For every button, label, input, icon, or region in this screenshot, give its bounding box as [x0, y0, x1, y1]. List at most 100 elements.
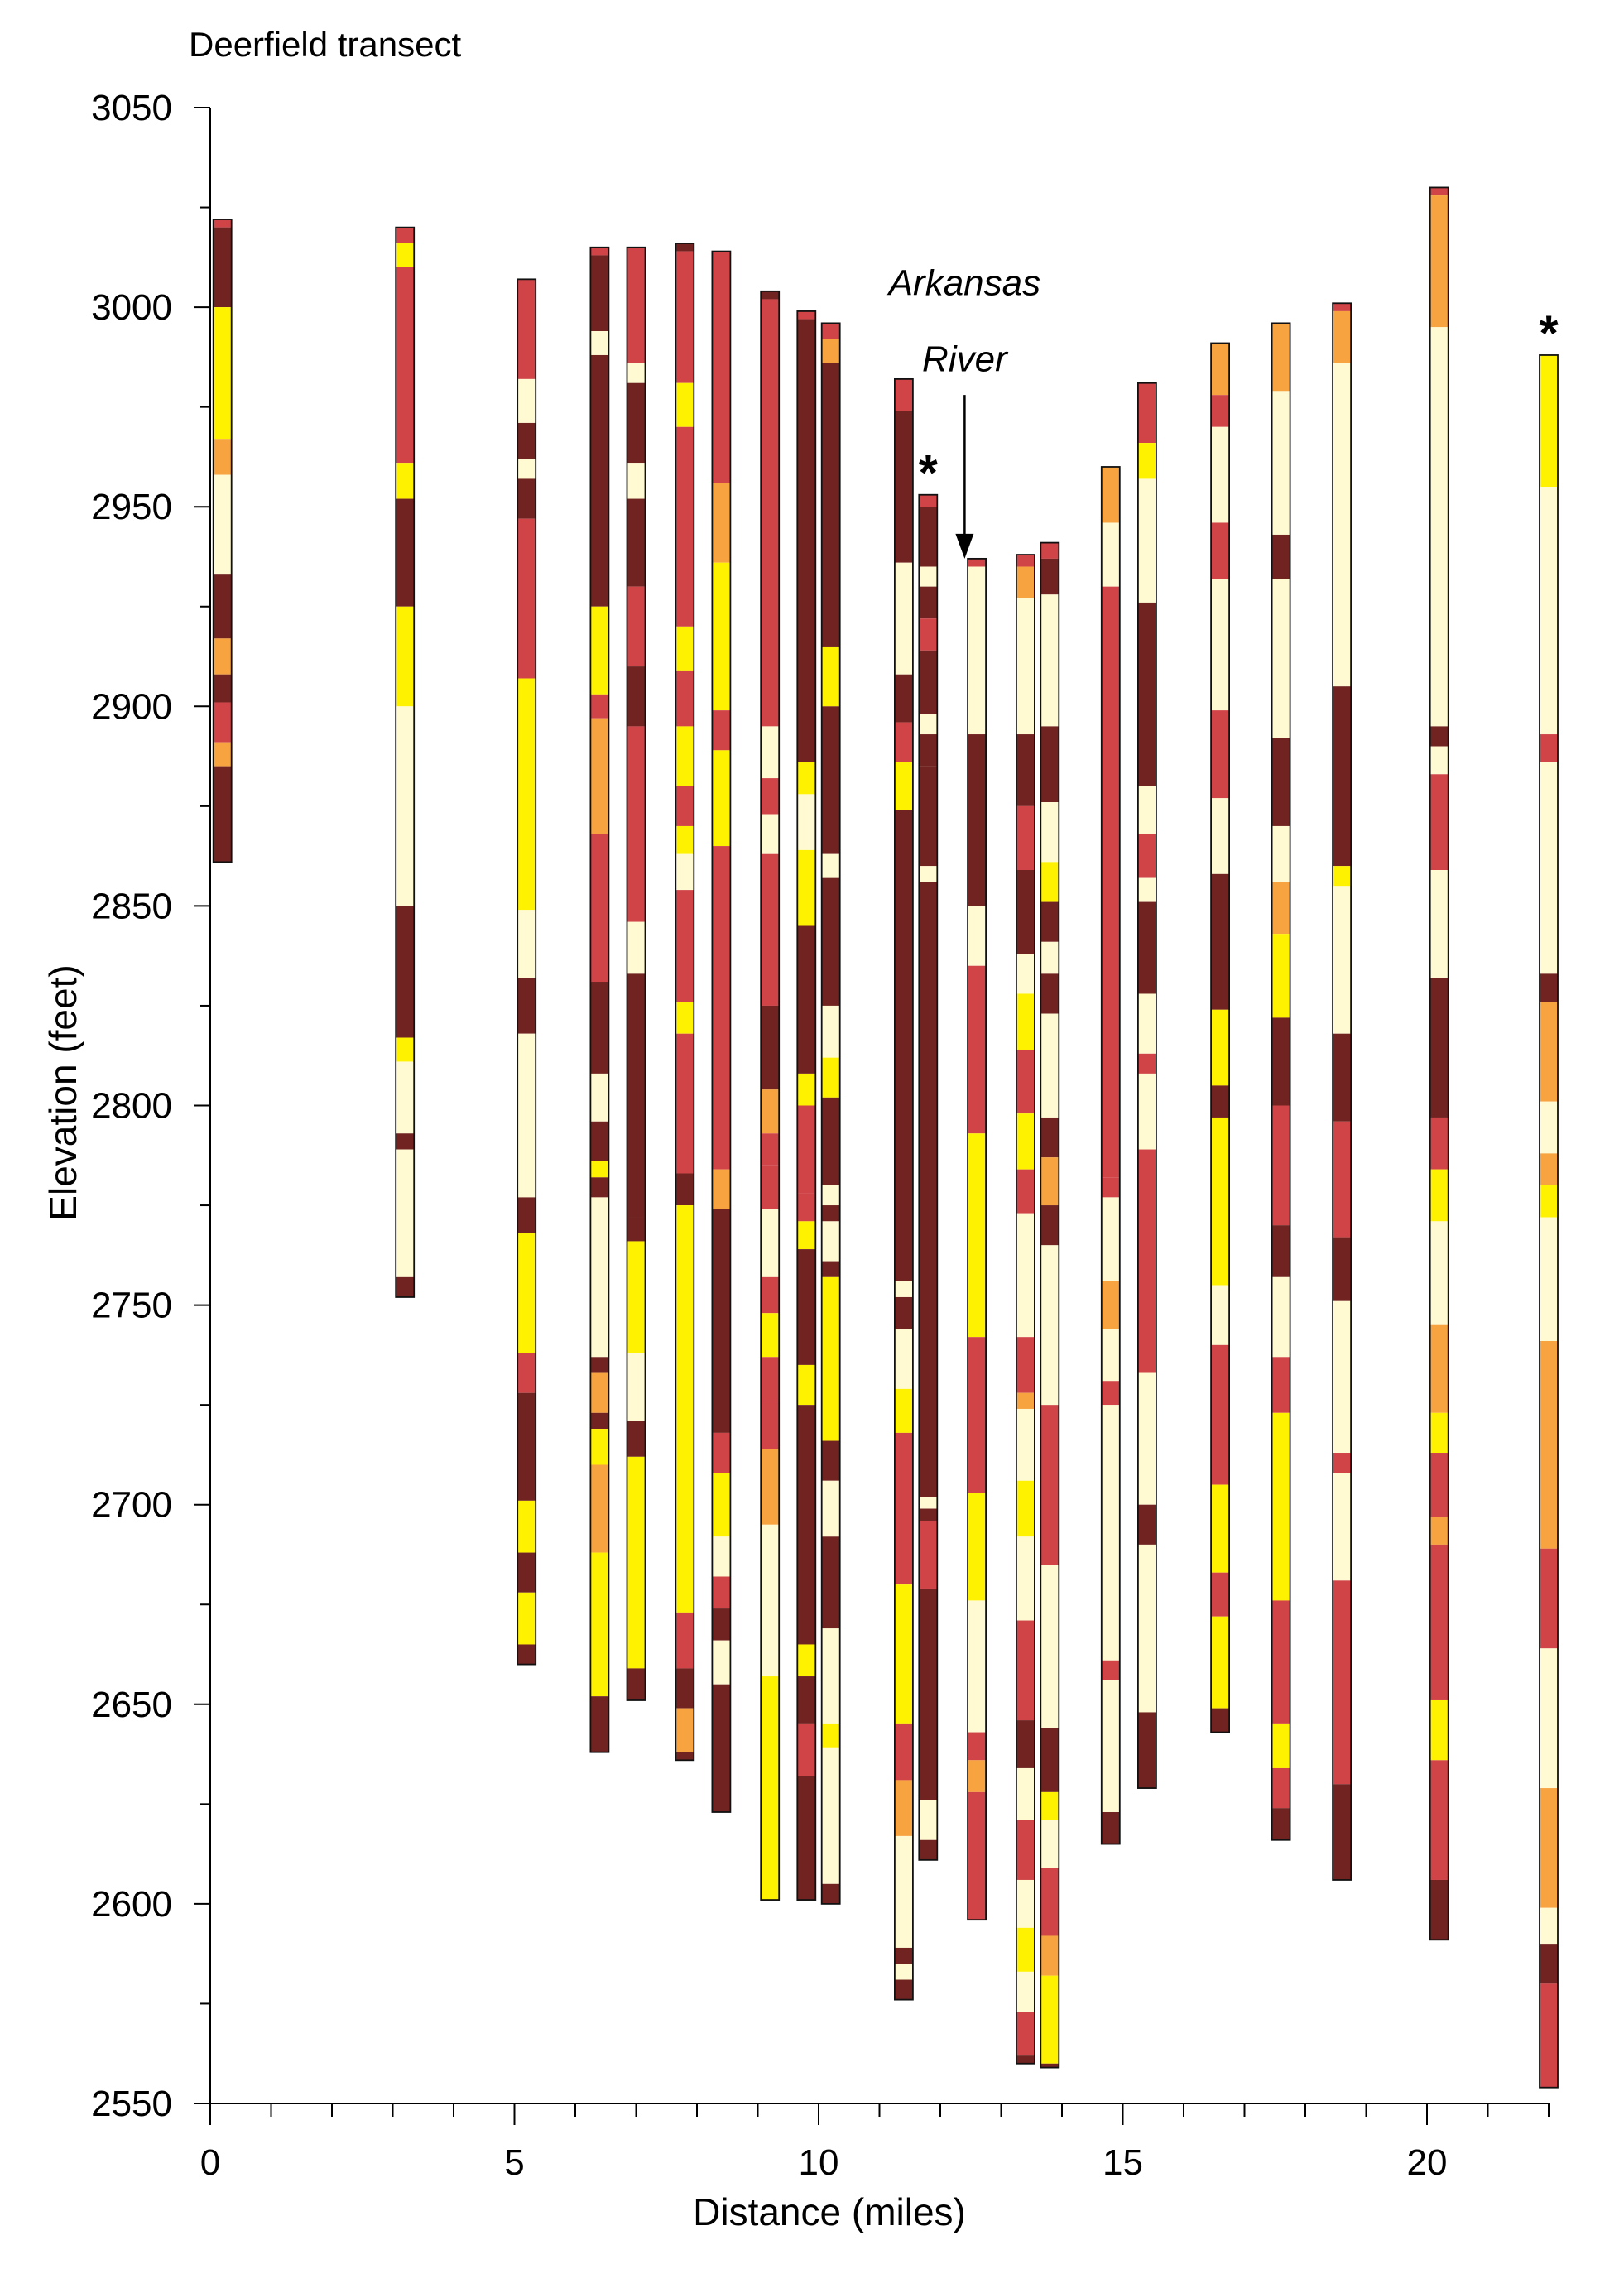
well-outline: [212, 219, 233, 863]
well-column: [1429, 186, 1449, 1941]
well-layer: [1016, 598, 1035, 735]
well-layer: [761, 726, 780, 779]
well-layer: [1333, 886, 1352, 1034]
well-layer: [1040, 1117, 1059, 1158]
well-layer: [968, 906, 987, 966]
well-layer: [213, 674, 232, 703]
well-layer: [396, 1276, 415, 1297]
well-layer: [797, 1364, 816, 1406]
well-layer: [797, 925, 816, 1074]
well-layer: [590, 718, 609, 834]
well-layer: [797, 762, 816, 795]
well-layer: [919, 650, 938, 714]
well-layer: [627, 1353, 646, 1421]
well-layer: [821, 1097, 840, 1185]
well-layer: [590, 606, 609, 695]
well-layer: [821, 1480, 840, 1537]
well-layer: [919, 1839, 938, 1860]
well-outline: [760, 290, 781, 1901]
well-layer: [627, 1668, 646, 1700]
well-layer: [894, 1835, 913, 1948]
well-layer: [1016, 954, 1035, 994]
well-layer: [590, 354, 609, 607]
well-layer: [1333, 1300, 1352, 1454]
well-layer: [675, 426, 694, 627]
well-layer: [627, 586, 646, 667]
well-layer: [1540, 1340, 1558, 1549]
well-layer: [1333, 1033, 1352, 1122]
well-layer: [1211, 578, 1230, 711]
well-layer: [1429, 1760, 1449, 1880]
y-tick-label: 2650: [91, 1685, 172, 1725]
well-layer: [894, 722, 913, 762]
well-layer: [821, 1057, 840, 1098]
well-layer: [517, 518, 536, 679]
well-layer: [675, 1205, 694, 1613]
well-layer: [894, 1296, 913, 1329]
well-layer: [1040, 594, 1059, 727]
well-layer: [1101, 1281, 1120, 1329]
well-layer: [968, 558, 987, 567]
well-layer: [1137, 993, 1156, 1054]
well-outline: [711, 250, 732, 1813]
well-layer: [590, 1073, 609, 1122]
well-column: [760, 290, 781, 1901]
well-layer: [821, 1185, 840, 1206]
well-layer: [894, 1432, 913, 1585]
well-layer: [213, 766, 232, 863]
well-layer: [1016, 1213, 1035, 1338]
well-layer: [627, 1456, 646, 1669]
well-layer: [894, 378, 913, 411]
well-layer: [894, 411, 913, 563]
well-outline: [796, 310, 817, 1901]
well-layer: [821, 646, 840, 707]
well-column: [517, 278, 537, 1666]
well-layer: [1211, 1009, 1230, 1086]
well-layer: [821, 1723, 840, 1748]
well-layer: [627, 921, 646, 974]
well-layer: [1211, 873, 1230, 1010]
well-layer: [213, 474, 232, 575]
well-layer: [761, 814, 780, 854]
well-layer: [1040, 941, 1059, 974]
well-layer: [1101, 1329, 1120, 1382]
well-layer: [1333, 303, 1352, 311]
y-tick-label: 2950: [91, 487, 172, 527]
y-tick-label: 2700: [91, 1485, 172, 1526]
well-layer: [712, 1536, 731, 1577]
well-layer: [821, 1628, 840, 1724]
well-layer: [627, 1217, 646, 1242]
well-layer: [1429, 1544, 1449, 1700]
well-layer: [968, 1493, 987, 1601]
x-axis: 0 5 10 15 20: [200, 2103, 1550, 2183]
well-layer: [821, 853, 840, 878]
well-layer: [396, 1149, 415, 1277]
well-layer: [1271, 1105, 1290, 1226]
well-layer: [1271, 391, 1290, 535]
well-layer: [1101, 1811, 1120, 1844]
well-layer: [675, 825, 694, 854]
well-column: [1100, 466, 1121, 1845]
well-layer: [1016, 555, 1035, 567]
well-column: [1539, 354, 1559, 2089]
well-layer: [1016, 2055, 1035, 2064]
well-layer: [396, 1037, 415, 1062]
well-layer: [1016, 1113, 1035, 1170]
well-outline: [1137, 382, 1157, 1789]
well-layer: [1429, 1221, 1449, 1325]
well-layer: [797, 1776, 816, 1868]
well-layer: [1137, 443, 1156, 479]
well-layer: [1040, 1935, 1059, 1976]
well-layer: [1016, 566, 1035, 599]
well-layer: [1540, 1185, 1558, 1218]
well-layer: [1040, 1205, 1059, 1246]
well-layer: [1429, 1879, 1449, 1940]
well-layer: [213, 742, 232, 767]
well-layer: [761, 299, 780, 727]
well-layer: [1016, 2012, 1035, 2056]
well-layer: [1333, 1580, 1352, 1785]
well-layer: [761, 1133, 780, 1166]
well-layer: [1429, 327, 1449, 727]
well-layer: [590, 1121, 609, 1162]
well-layer: [213, 227, 232, 308]
